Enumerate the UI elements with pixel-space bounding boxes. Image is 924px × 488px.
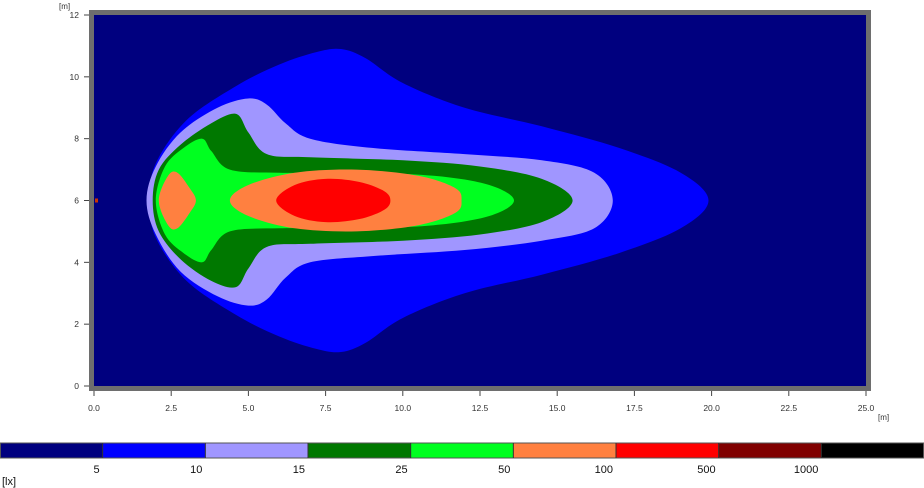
legend-swatch: [308, 443, 412, 458]
x-tick-label: 2.5: [165, 403, 177, 413]
y-tick-label: 8: [74, 134, 79, 144]
legend: [lx] 5 10 15 25 50 100 500 1000: [0, 442, 924, 488]
legend-label: 500: [697, 464, 715, 476]
x-tick-label: 25.0: [858, 403, 875, 413]
illuminance-zones: [95, 48, 709, 353]
legend-swatch: [205, 443, 309, 458]
zone-100-lx-6: [276, 178, 391, 223]
legend-swatch: [616, 443, 720, 458]
y-tick-label: 4: [74, 257, 79, 267]
axes: [m] [m] 0.0 2.5 5.0 7.5 10.0 12.5 15.0 17.5 20.0…: [59, 2, 889, 422]
y-tick-label: 10: [70, 72, 80, 82]
y-axis-unit: [m]: [59, 2, 70, 11]
x-axis-unit: [m]: [878, 413, 889, 422]
legend-label: 50: [498, 464, 510, 476]
x-tick-label: 22.5: [781, 403, 798, 413]
x-tick-label: 12.5: [472, 403, 489, 413]
light-source-marker: [95, 198, 98, 203]
legend-label: 100: [595, 464, 613, 476]
x-tick-label: 17.5: [626, 403, 643, 413]
x-tick-label: 5.0: [242, 403, 254, 413]
y-tick-label: 12: [70, 10, 80, 20]
legend-label: 5: [94, 464, 100, 476]
x-tick-label: 20.0: [703, 403, 720, 413]
legend-swatch: [718, 443, 822, 458]
legend-label: 1000: [794, 464, 818, 476]
x-tick-label: 0.0: [88, 403, 100, 413]
x-tick-label: 15.0: [549, 403, 566, 413]
legend-swatch: [513, 443, 617, 458]
legend-label: 10: [190, 464, 202, 476]
legend-label: 15: [293, 464, 305, 476]
legend-label: 25: [395, 464, 407, 476]
legend-swatch: [102, 443, 206, 458]
legend-swatch: [0, 443, 104, 458]
y-tick-label: 2: [74, 319, 79, 329]
legend-unit: [lx]: [2, 476, 16, 488]
x-tick-label: 7.5: [320, 403, 332, 413]
zone-50-lx-5: [158, 171, 196, 230]
x-tick-label: 10.0: [395, 403, 412, 413]
legend-swatch: [410, 443, 514, 458]
y-tick-label: 0: [74, 381, 79, 391]
legend-swatch: [821, 443, 924, 458]
y-tick-label: 6: [74, 196, 79, 206]
